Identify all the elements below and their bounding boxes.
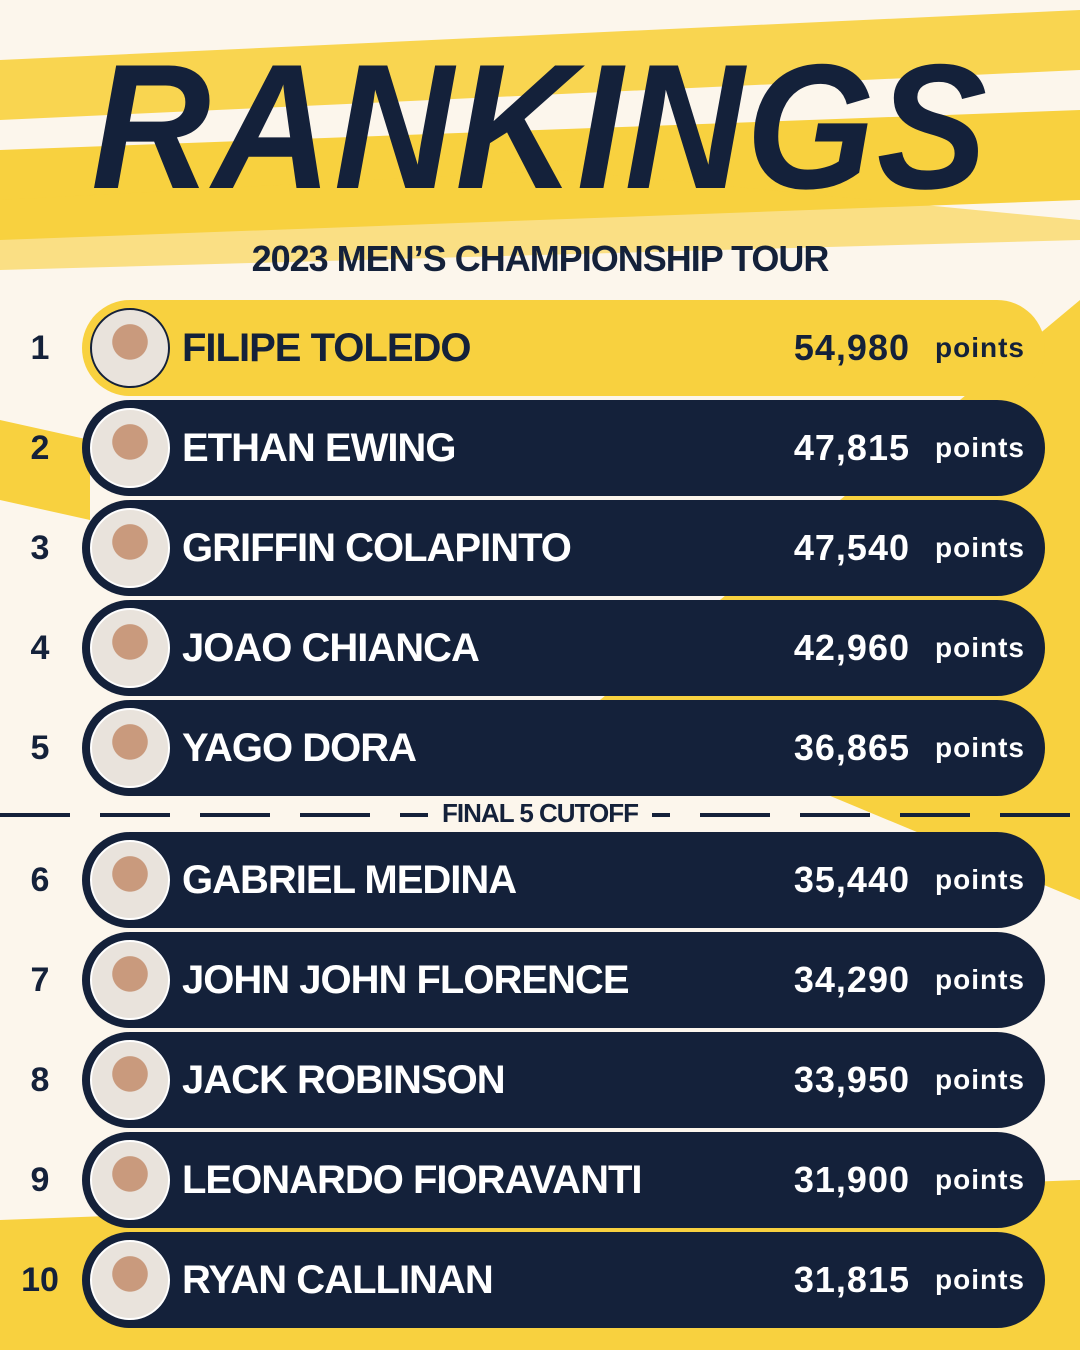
- points: 36,865: [793, 727, 910, 768]
- avatar: [90, 940, 170, 1020]
- rank: 5: [30, 729, 50, 767]
- row: GRIFFIN COLAPINTO 47,540 points: [82, 500, 1045, 596]
- rank: 8: [30, 1061, 50, 1099]
- name: JACK ROBINSON: [182, 1058, 506, 1102]
- rank: 2: [30, 429, 50, 467]
- avatar: [90, 1140, 170, 1220]
- rank: 9: [30, 1161, 50, 1199]
- subtitle: 2023 MEN’S CHAMPIONSHIP TOUR: [251, 238, 830, 279]
- row: JOHN JOHN FLORENCE 34,290 points: [82, 932, 1045, 1028]
- rank: 4: [30, 629, 50, 667]
- points-unit: points: [935, 1264, 1025, 1295]
- row: FILIPE TOLEDO 54,980 points: [82, 300, 1045, 396]
- points-unit: points: [935, 1064, 1025, 1095]
- rank: 6: [30, 861, 50, 899]
- avatar: [90, 308, 170, 388]
- avatar: [90, 708, 170, 788]
- avatar: [90, 508, 170, 588]
- points: 42,960: [793, 627, 910, 668]
- points: 47,540: [793, 527, 910, 568]
- avatar: [90, 608, 170, 688]
- rank: 1: [30, 329, 50, 367]
- points: 47,815: [793, 427, 910, 468]
- row: LEONARDO FIORAVANTI 31,900 points: [82, 1132, 1045, 1228]
- avatar: [90, 408, 170, 488]
- points-unit: points: [935, 632, 1025, 663]
- rank: 10: [21, 1261, 59, 1299]
- cutoff-label: FINAL 5 CUTOFF: [0, 798, 1080, 829]
- avatar: [90, 1040, 170, 1120]
- rank: 3: [30, 529, 50, 567]
- title: RANKINGS: [91, 27, 989, 226]
- name: FILIPE TOLEDO: [182, 326, 472, 370]
- row: YAGO DORA 36,865 points: [82, 700, 1045, 796]
- name: GABRIEL MEDINA: [182, 858, 517, 902]
- points: 33,950: [793, 1059, 910, 1100]
- name: JOAO CHIANCA: [182, 626, 480, 670]
- points-unit: points: [935, 432, 1025, 463]
- name: YAGO DORA: [182, 726, 417, 770]
- row: ETHAN EWING 47,815 points: [82, 400, 1045, 496]
- points: 31,815: [793, 1259, 910, 1300]
- avatar: [90, 840, 170, 920]
- row: GABRIEL MEDINA 35,440 points: [82, 832, 1045, 928]
- avatar: [90, 1240, 170, 1320]
- cutoff-text: FINAL 5 CUTOFF: [428, 798, 652, 828]
- points-unit: points: [935, 532, 1025, 563]
- points: 34,290: [793, 959, 910, 1000]
- name: JOHN JOHN FLORENCE: [182, 958, 629, 1002]
- points-unit: points: [935, 964, 1025, 995]
- row: JOAO CHIANCA 42,960 points: [82, 600, 1045, 696]
- name: ETHAN EWING: [182, 426, 456, 470]
- points-unit: points: [935, 1164, 1025, 1195]
- points-unit: points: [935, 864, 1025, 895]
- points: 31,900: [793, 1159, 910, 1200]
- name: LEONARDO FIORAVANTI: [182, 1158, 642, 1202]
- rank: 7: [30, 961, 50, 999]
- row: RYAN CALLINAN 31,815 points: [82, 1232, 1045, 1328]
- points: 35,440: [793, 859, 910, 900]
- row: JACK ROBINSON 33,950 points: [82, 1032, 1045, 1128]
- name: RYAN CALLINAN: [182, 1258, 494, 1302]
- name: GRIFFIN COLAPINTO: [182, 526, 572, 570]
- points-unit: points: [935, 732, 1025, 763]
- points-unit: points: [935, 332, 1025, 363]
- points: 54,980: [793, 327, 910, 368]
